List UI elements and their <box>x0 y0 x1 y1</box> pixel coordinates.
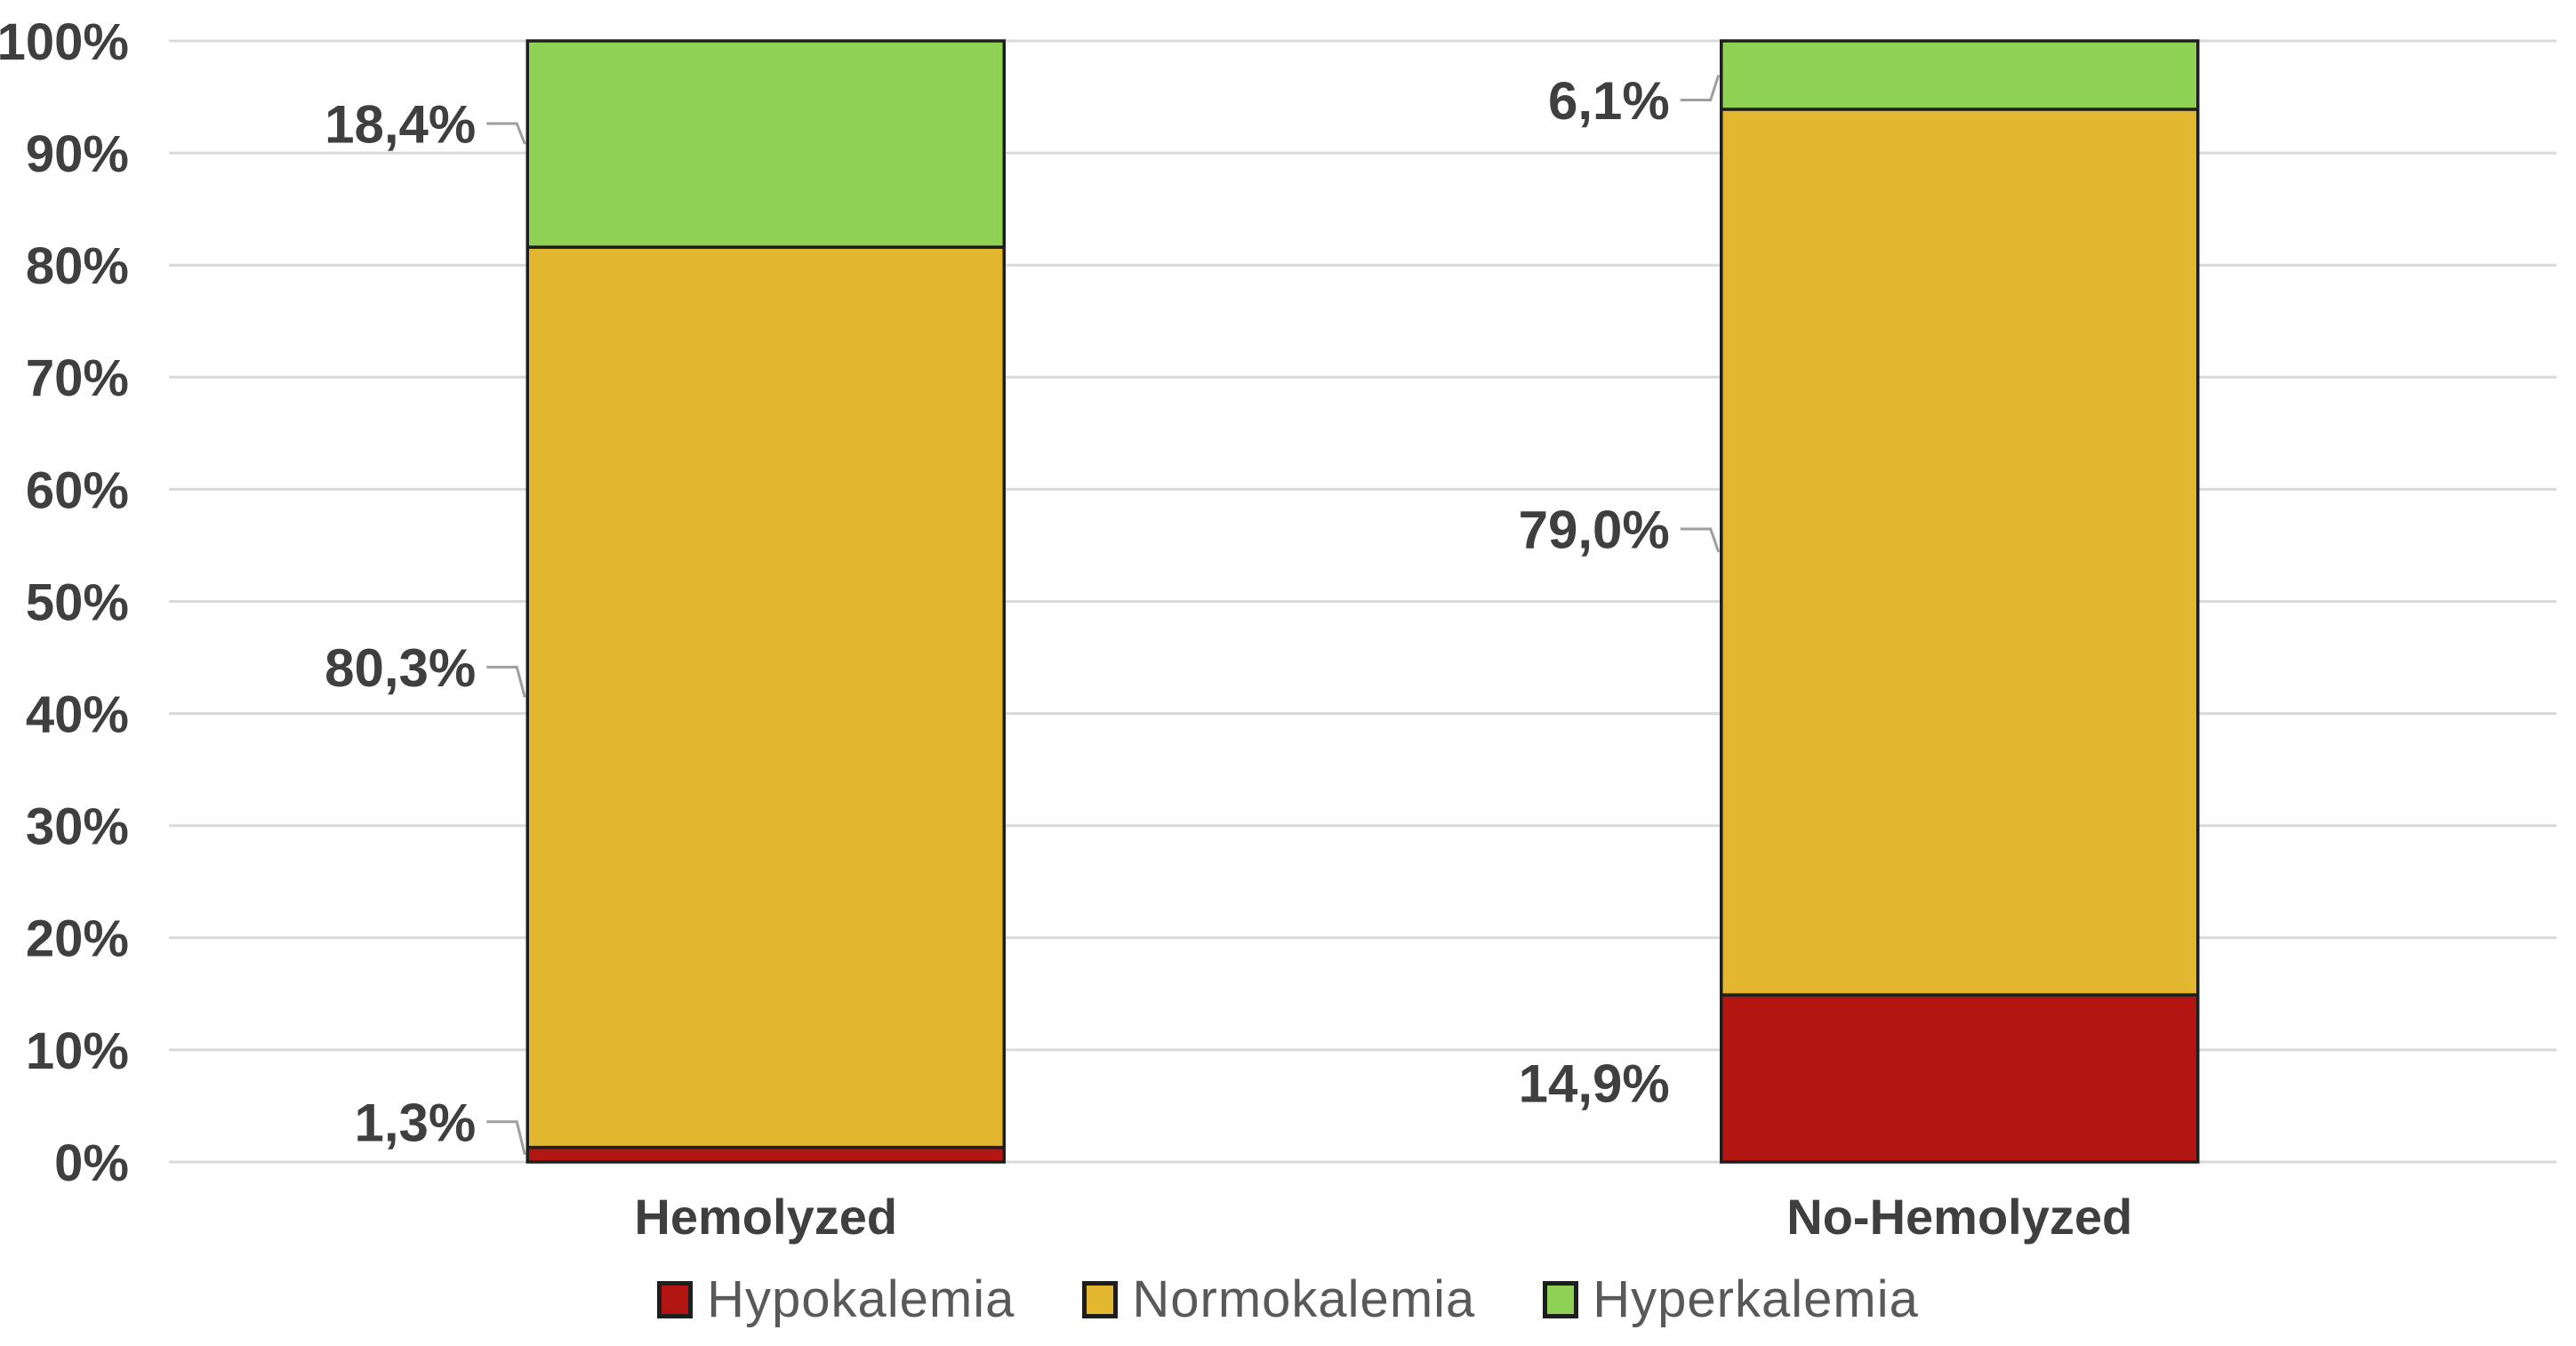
data-label-hyperkalemia-no-hemolyzed: 6,1% <box>1548 71 1670 131</box>
leader-line <box>1680 75 1721 101</box>
y-axis-tick-label: 0% <box>54 1134 129 1192</box>
bar-segment-hyperkalemia-no-hemolyzed[interactable] <box>1720 39 2200 111</box>
y-axis-tick-label: 70% <box>26 349 129 407</box>
y-axis-tick-label: 100% <box>0 13 129 71</box>
leader-line <box>486 1120 526 1156</box>
category-label-hemolyzed: Hemolyzed <box>634 1189 897 1245</box>
data-label-hypokalemia-no-hemolyzed: 14,9% <box>1519 1054 1670 1114</box>
bar-segment-normokalemia-no-hemolyzed[interactable] <box>1720 108 2200 997</box>
bar-segment-hypokalemia-no-hemolyzed[interactable] <box>1720 993 2200 1164</box>
legend-swatch-hyperkalemia <box>1543 1280 1579 1318</box>
data-label-hypokalemia-hemolyzed: 1,3% <box>354 1093 476 1152</box>
legend-label-normokalemia: Normokalemia <box>1132 1270 1476 1328</box>
legend-item-normokalemia[interactable]: Normokalemia <box>1082 1270 1475 1329</box>
leader-line <box>1680 527 1721 553</box>
legend-swatch-hypokalemia <box>657 1280 694 1318</box>
data-label-normokalemia-no-hemolyzed: 79,0% <box>1519 501 1670 560</box>
y-axis-tick-label: 50% <box>26 573 129 631</box>
bar-segment-hypokalemia-hemolyzed[interactable] <box>526 1145 1006 1164</box>
bar-segment-hyperkalemia-hemolyzed[interactable] <box>526 39 1006 249</box>
y-axis-tick-label: 60% <box>26 461 129 519</box>
y-axis-tick-label: 90% <box>26 125 129 183</box>
chart-legend: Hypokalemia Normokalemia Hyperkalemia <box>0 1270 2576 1329</box>
legend-item-hypokalemia[interactable]: Hypokalemia <box>657 1270 1015 1329</box>
y-axis-tick-label: 20% <box>26 910 129 968</box>
legend-label-hyperkalemia: Hyperkalemia <box>1593 1270 1919 1328</box>
y-axis-tick-label: 10% <box>26 1022 129 1080</box>
data-label-normokalemia-hemolyzed: 80,3% <box>325 638 476 698</box>
bar-segment-normokalemia-hemolyzed[interactable] <box>526 245 1006 1150</box>
legend-swatch-normokalemia <box>1082 1280 1119 1318</box>
y-axis-tick-label: 80% <box>26 237 129 295</box>
leader-line <box>486 122 526 145</box>
category-label-no-hemolyzed: No-Hemolyzed <box>1786 1189 2132 1245</box>
y-axis-tick-label: 40% <box>26 685 129 743</box>
data-label-hyperkalemia-hemolyzed: 18,4% <box>325 95 476 155</box>
leader-line <box>486 665 526 698</box>
legend-label-hypokalemia: Hypokalemia <box>707 1270 1015 1328</box>
y-axis-tick-label: 30% <box>26 798 129 856</box>
legend-item-hyperkalemia[interactable]: Hyperkalemia <box>1543 1270 1919 1329</box>
